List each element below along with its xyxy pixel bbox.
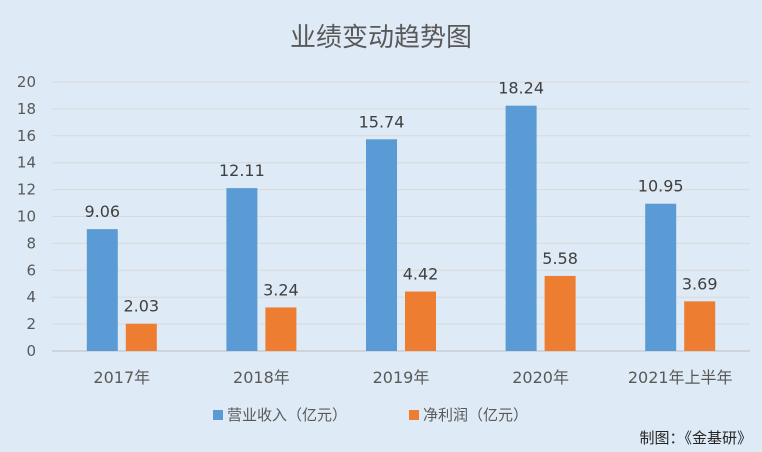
x-tick-label: 2020年 (512, 368, 569, 387)
chart-credit: 制图：《金基研》 (639, 429, 752, 447)
chart-title: 业绩变动趋势图 (290, 23, 472, 53)
data-label: 15.74 (359, 112, 405, 131)
y-tick-label: 8 (26, 234, 36, 252)
data-label: 2.03 (123, 297, 159, 316)
legend-label: 净利润（亿元） (423, 406, 528, 424)
data-label: 5.58 (542, 249, 578, 268)
bar (645, 203, 677, 351)
y-tick-label: 14 (17, 154, 36, 172)
data-label: 3.69 (682, 274, 718, 293)
y-tick-label: 2 (26, 315, 36, 333)
data-label: 10.95 (638, 177, 684, 196)
x-tick-label: 2019年 (373, 368, 430, 387)
bar (544, 275, 576, 351)
bar (505, 105, 537, 351)
legend: 营业收入（亿元） 净利润（亿元） (213, 406, 528, 424)
legend-swatch (213, 410, 223, 420)
x-tick-label: 2018年 (233, 368, 290, 387)
bar (86, 229, 118, 351)
bar (265, 307, 297, 351)
bar (226, 188, 258, 351)
bar (366, 139, 397, 351)
bar (125, 323, 157, 351)
data-label: 3.24 (263, 280, 299, 299)
data-label: 4.42 (403, 265, 439, 284)
data-label: 9.06 (84, 202, 120, 221)
y-tick-label: 4 (26, 288, 36, 306)
y-tick-label: 20 (17, 73, 36, 91)
y-tick-label: 0 (26, 342, 36, 360)
data-label: 18.24 (498, 79, 544, 98)
y-tick-label: 16 (17, 127, 36, 145)
bar (405, 291, 436, 351)
x-tick-label: 2017年 (93, 368, 150, 387)
data-label: 12.11 (219, 161, 265, 180)
y-tick-label: 12 (17, 181, 36, 199)
legend-swatch (409, 410, 419, 420)
legend-label: 营业收入（亿元） (227, 406, 347, 424)
x-tick-label: 2021年上半年 (628, 368, 733, 387)
y-tick-label: 10 (17, 208, 36, 226)
bar (684, 301, 716, 351)
y-tick-label: 6 (26, 261, 36, 279)
y-tick-label: 18 (17, 100, 36, 118)
